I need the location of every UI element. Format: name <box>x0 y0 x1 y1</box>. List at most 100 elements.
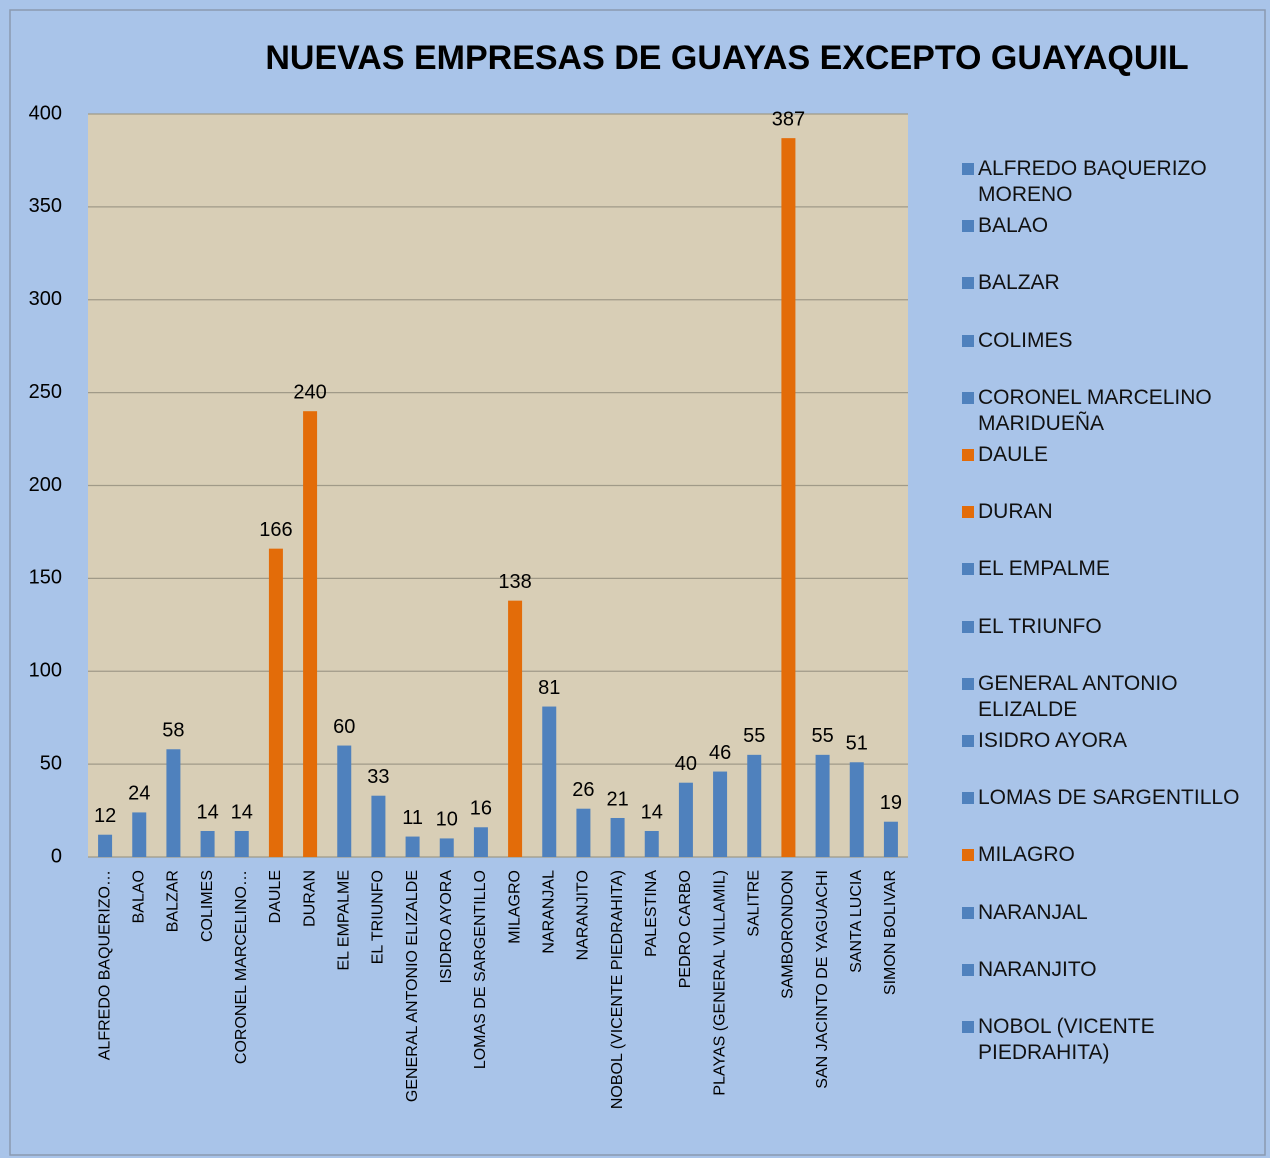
bar <box>405 836 420 857</box>
legend-label: GENERAL ANTONIO ELIZALDE <box>978 671 1178 721</box>
data-label: 10 <box>436 809 458 831</box>
chart-title: NUEVAS EMPRESAS DE GUAYAS EXCEPTO GUAYAQ… <box>265 39 1188 77</box>
legend-swatch <box>962 1021 974 1033</box>
data-label: 51 <box>846 733 868 755</box>
legend-label: NARANJITO <box>978 957 1097 981</box>
data-label: 19 <box>880 792 902 814</box>
x-tick-label: BALZAR <box>165 870 182 932</box>
bar <box>200 830 215 857</box>
x-tick-label: BALAO <box>130 870 147 923</box>
x-tick-label: SAMBORONDON <box>780 870 797 999</box>
legend-label: NARANJAL <box>978 900 1088 924</box>
y-tick-label: 100 <box>29 660 62 682</box>
legend-swatch <box>962 563 974 576</box>
bar <box>883 821 898 857</box>
legend-swatch <box>962 334 974 347</box>
x-tick-label: COLIMES <box>199 870 216 942</box>
x-tick-label: SANTA LUCIA <box>848 870 865 973</box>
frame <box>9 9 1266 1156</box>
x-tick-label: PEDRO CARBO <box>677 870 694 988</box>
x-tick-label: MILAGRO <box>506 870 523 944</box>
legend-swatch <box>962 506 974 519</box>
data-label: 14 <box>231 801 253 823</box>
y-tick-label: 150 <box>29 567 62 589</box>
bar <box>576 808 591 857</box>
legend-entry: EL EMPALME <box>962 556 1252 582</box>
legend-swatch <box>962 391 974 404</box>
legend-entry: CORONEL MARCELINO MARIDUEÑA <box>962 385 1252 437</box>
legend-entry: ALFREDO BAQUERIZO MORENO <box>962 156 1252 208</box>
data-label: 11 <box>402 807 423 829</box>
legend-entry: BALZAR <box>962 270 1252 296</box>
legend-swatch <box>962 277 974 290</box>
legend-entry: NARANJITO <box>962 957 1252 983</box>
bar <box>268 548 283 857</box>
x-tick-label: ALFREDO BAQUERIZO… <box>96 870 113 1060</box>
legend-label: COLIMES <box>978 328 1073 352</box>
x-tick-label: LOMAS DE SARGENTILLO <box>472 870 489 1069</box>
data-label: 166 <box>259 519 292 541</box>
legend-label: CORONEL MARCELINO MARIDUEÑA <box>978 385 1212 435</box>
bar <box>439 838 454 857</box>
x-tick-label: GENERAL ANTONIO ELIZALDE <box>404 870 421 1102</box>
x-tick-label: NOBOL (VICENTE PIEDRAHITA) <box>609 870 626 1109</box>
x-tick-label: SIMON BOLIVAR <box>882 870 899 995</box>
bar <box>713 771 728 857</box>
legend-swatch <box>962 220 974 233</box>
data-label: 40 <box>675 753 697 775</box>
x-tick-label: DAULE <box>267 870 284 923</box>
bar <box>849 762 864 857</box>
bar <box>508 600 523 857</box>
data-label: 14 <box>196 801 218 823</box>
bar <box>371 795 386 857</box>
legend-label: BALZAR <box>978 271 1060 295</box>
y-tick-label: 350 <box>29 195 62 217</box>
bar <box>98 834 113 857</box>
legend-entry: EL TRIUNFO <box>962 614 1252 640</box>
bar <box>303 411 318 857</box>
data-label: 14 <box>641 801 663 823</box>
x-tick-label: SALITRE <box>745 870 762 937</box>
legend-swatch <box>962 620 974 633</box>
data-label: 58 <box>162 720 184 742</box>
legend-swatch <box>962 906 974 919</box>
legend-label: DAULE <box>978 443 1049 466</box>
data-label: 55 <box>743 725 765 747</box>
legend-swatch <box>962 792 974 805</box>
y-tick-label: 250 <box>29 381 62 403</box>
legend-entry: LOMAS DE SARGENTILLO <box>962 785 1252 811</box>
legend-label: ALFREDO BAQUERIZO MORENO <box>978 157 1207 206</box>
legend-entry: GENERAL ANTONIO ELIZALDE <box>962 671 1252 723</box>
x-tick-label: SAN JACINTO DE YAGUACHI <box>814 870 831 1089</box>
data-label: 81 <box>538 677 560 699</box>
bar <box>678 782 693 857</box>
bar <box>815 754 830 857</box>
legend-entry: MILAGRO <box>962 842 1252 868</box>
data-label: 55 <box>811 725 833 747</box>
legend-entry: DAULE <box>962 442 1252 468</box>
x-tick-label: DURAN <box>301 870 318 927</box>
data-label: 26 <box>572 779 594 801</box>
bar <box>337 745 352 857</box>
data-label: 138 <box>498 571 531 593</box>
legend-entry: NARANJAL <box>962 900 1252 926</box>
x-tick-label: NARANJAL <box>540 870 557 954</box>
legend-label: ISIDRO AYORA <box>978 729 1127 752</box>
bar <box>542 706 557 857</box>
x-tick-label: PALESTINA <box>643 870 660 957</box>
data-label: 16 <box>470 798 492 820</box>
y-tick-label: 50 <box>40 752 62 774</box>
bar <box>166 749 181 857</box>
x-tick-label: ISIDRO AYORA <box>438 870 455 984</box>
data-label: 21 <box>606 788 628 810</box>
legend-entry: BALAO <box>962 213 1252 239</box>
x-tick-label: CORONEL MARCELINO… <box>233 870 250 1064</box>
legend-entry: NOBOL (VICENTE PIEDRAHITA) <box>962 1014 1252 1066</box>
legend-label: MILAGRO <box>978 843 1075 867</box>
x-tick-label: EL TRIUNFO <box>370 870 387 964</box>
legend-swatch <box>962 963 974 976</box>
y-tick-label: 200 <box>29 474 62 496</box>
data-label: 24 <box>128 783 150 805</box>
